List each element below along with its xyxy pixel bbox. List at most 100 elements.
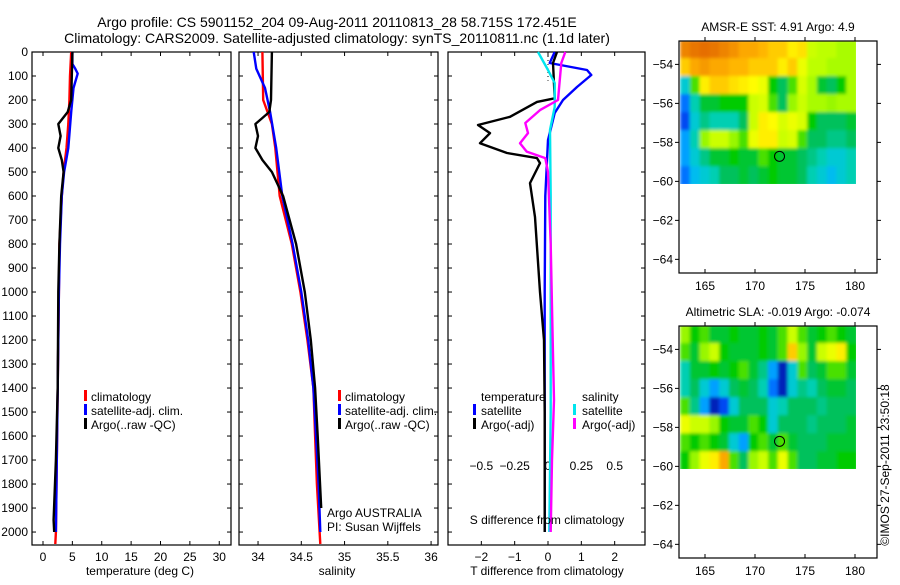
map-image <box>680 41 856 184</box>
map-cell <box>846 451 856 469</box>
y-tick-label: 1900 <box>1 501 28 515</box>
map-cell <box>728 94 741 115</box>
legend-label: satellite <box>481 404 522 418</box>
sla-map-panel: 165 170 175 180 −54 −56 −58 −60 −62 −64 <box>653 322 881 578</box>
t-diff-xlabel: T difference from climatology <box>470 564 624 578</box>
map-cell <box>748 94 761 115</box>
map-cell <box>797 112 810 133</box>
map-cell <box>758 148 770 169</box>
map-cell <box>680 130 692 151</box>
map-cell <box>807 58 819 79</box>
y-tick-label: 1600 <box>1 429 28 443</box>
map-cell <box>738 148 751 169</box>
map-cell <box>836 326 849 346</box>
map-cell <box>816 166 829 184</box>
map-cell <box>680 326 692 346</box>
map-cell <box>836 361 849 382</box>
x-tick-label: 15 <box>124 550 138 564</box>
map-cell <box>680 361 692 382</box>
map-cell <box>719 343 731 364</box>
map-cell <box>846 361 856 382</box>
map-cell <box>738 415 751 436</box>
map-cell <box>777 451 790 469</box>
map-cell <box>797 361 810 382</box>
map-cell <box>777 94 790 115</box>
difference-legend: temperature salinity satellite Argo(-adj… <box>473 390 635 432</box>
map-cell <box>680 94 692 115</box>
map-cell <box>777 415 790 436</box>
x-tick-label: 180 <box>845 564 865 578</box>
y-tick-label: 1300 <box>1 357 28 371</box>
map-cell <box>719 148 731 169</box>
map-cell <box>807 112 819 133</box>
legend-swatch-s-argo <box>573 418 576 429</box>
y-tick-label: 1700 <box>1 453 28 467</box>
map-cell <box>807 379 819 400</box>
map-cell <box>777 58 790 79</box>
map-cell <box>797 148 810 169</box>
legend-swatch-satellite <box>338 404 341 415</box>
map-cell <box>709 379 722 400</box>
map-cell <box>738 361 751 382</box>
y-tick-label: −56 <box>653 96 674 110</box>
map-cell <box>826 76 839 97</box>
series-line-satellite-adj-clim- <box>252 51 322 533</box>
map-cell <box>787 343 800 364</box>
sst-map-title: AMSR-E SST: 4.91 Argo: 4.9 <box>701 20 855 34</box>
map-cell <box>836 166 849 184</box>
map-cell <box>826 41 839 61</box>
legend-label: Argo(-adj) <box>481 418 534 432</box>
map-cell <box>826 94 839 115</box>
map-cell <box>787 94 800 115</box>
map-cell <box>748 326 761 346</box>
y-tick-label: 1400 <box>1 381 28 395</box>
legend-swatch-argo <box>84 418 87 429</box>
map-cell <box>787 433 800 454</box>
map-cell <box>826 433 839 454</box>
map-cell <box>709 361 722 382</box>
map-cell <box>689 361 702 382</box>
map-cell <box>816 361 829 382</box>
map-cell <box>719 361 731 382</box>
map-cell <box>836 451 849 469</box>
map-cell <box>826 130 839 151</box>
map-cell <box>719 326 731 346</box>
map-cell <box>797 343 810 364</box>
map-cell <box>680 415 692 436</box>
difference-panel: −2 −1 0 1 2 −0.5 −0.25 0 0.25 0.5 <box>447 51 646 564</box>
map-cell <box>719 94 731 115</box>
series-line-climatology <box>261 51 322 545</box>
map-cell <box>768 451 780 469</box>
map-cell <box>768 343 780 364</box>
map-cell <box>807 451 819 469</box>
map-cell <box>709 41 722 61</box>
map-cell <box>699 433 712 454</box>
map-cell <box>836 415 849 436</box>
map-cell <box>699 130 712 151</box>
map-cell <box>758 130 770 151</box>
x-tick-label: 5 <box>69 550 76 564</box>
map-cell <box>680 112 692 133</box>
plot-frame <box>447 51 646 546</box>
figure-title-line2: Climatology: CARS2009. Satellite-adjuste… <box>64 30 610 46</box>
map-cell <box>758 326 770 346</box>
x2-tick-label: 0 <box>545 459 552 473</box>
map-cell <box>758 94 770 115</box>
map-cell <box>689 433 702 454</box>
map-cell <box>816 326 829 346</box>
map-cell <box>758 451 770 469</box>
map-cell <box>836 76 849 97</box>
plot-frame <box>31 51 232 546</box>
map-cell <box>748 397 761 418</box>
x2-tick-label: 0.5 <box>606 459 623 473</box>
x-tick-label: 165 <box>695 564 715 578</box>
map-cell <box>709 433 722 454</box>
map-cell <box>719 76 731 97</box>
float-position-marker <box>774 435 786 447</box>
map-cell <box>787 451 800 469</box>
map-image <box>680 326 856 469</box>
map-cell <box>846 76 856 97</box>
map-cell <box>709 326 722 346</box>
map-cell <box>816 343 829 364</box>
y-tick-label: 500 <box>8 165 28 179</box>
